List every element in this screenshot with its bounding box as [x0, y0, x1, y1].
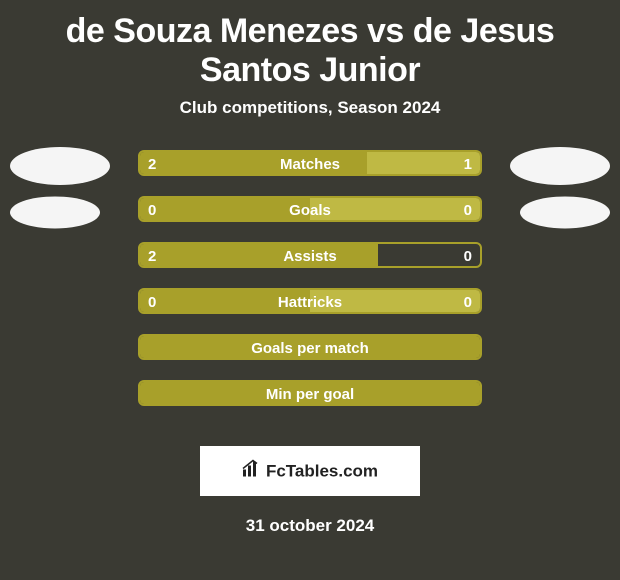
page-title: de Souza Menezes vs de Jesus Santos Juni… — [0, 0, 620, 98]
stat-value-right: 0 — [432, 244, 472, 268]
stat-fill-left — [140, 290, 310, 312]
stat-track: Goals per match — [138, 334, 482, 360]
stat-track: 2 Assists 0 — [138, 242, 482, 268]
comparison-card: de Souza Menezes vs de Jesus Santos Juni… — [0, 0, 620, 580]
stat-fill-left — [140, 198, 310, 220]
stat-row: 0 Goals 0 — [0, 192, 620, 238]
brand-text: FcTables.com — [266, 461, 378, 481]
chart-icon — [242, 460, 260, 483]
stat-row: 2 Assists 0 — [0, 238, 620, 284]
stat-fill-right — [367, 152, 480, 174]
player-right-avatar — [510, 147, 610, 185]
stat-rows: 2 Matches 1 0 Goals 0 2 Assists — [0, 146, 620, 422]
stat-row: Goals per match — [0, 330, 620, 376]
stat-fill-right — [310, 290, 480, 312]
stat-track: 2 Matches 1 — [138, 150, 482, 176]
stat-fill-right — [310, 198, 480, 220]
stat-track: 0 Hattricks 0 — [138, 288, 482, 314]
player-left-avatar — [10, 147, 110, 185]
brand-label: FcTables.com — [200, 460, 420, 483]
stat-row: Min per goal — [0, 376, 620, 422]
subtitle: Club competitions, Season 2024 — [0, 98, 620, 118]
date-label: 31 october 2024 — [0, 516, 620, 536]
stat-fill-left — [140, 336, 480, 358]
stat-fill-left — [140, 382, 480, 404]
stat-fill-left — [140, 152, 367, 174]
player-right-avatar — [520, 197, 610, 229]
stat-track: 0 Goals 0 — [138, 196, 482, 222]
brand-footer-box: FcTables.com — [200, 446, 420, 496]
stat-track: Min per goal — [138, 380, 482, 406]
stat-row: 2 Matches 1 — [0, 146, 620, 192]
stat-fill-left — [140, 244, 378, 266]
player-left-avatar — [10, 197, 100, 229]
stat-row: 0 Hattricks 0 — [0, 284, 620, 330]
